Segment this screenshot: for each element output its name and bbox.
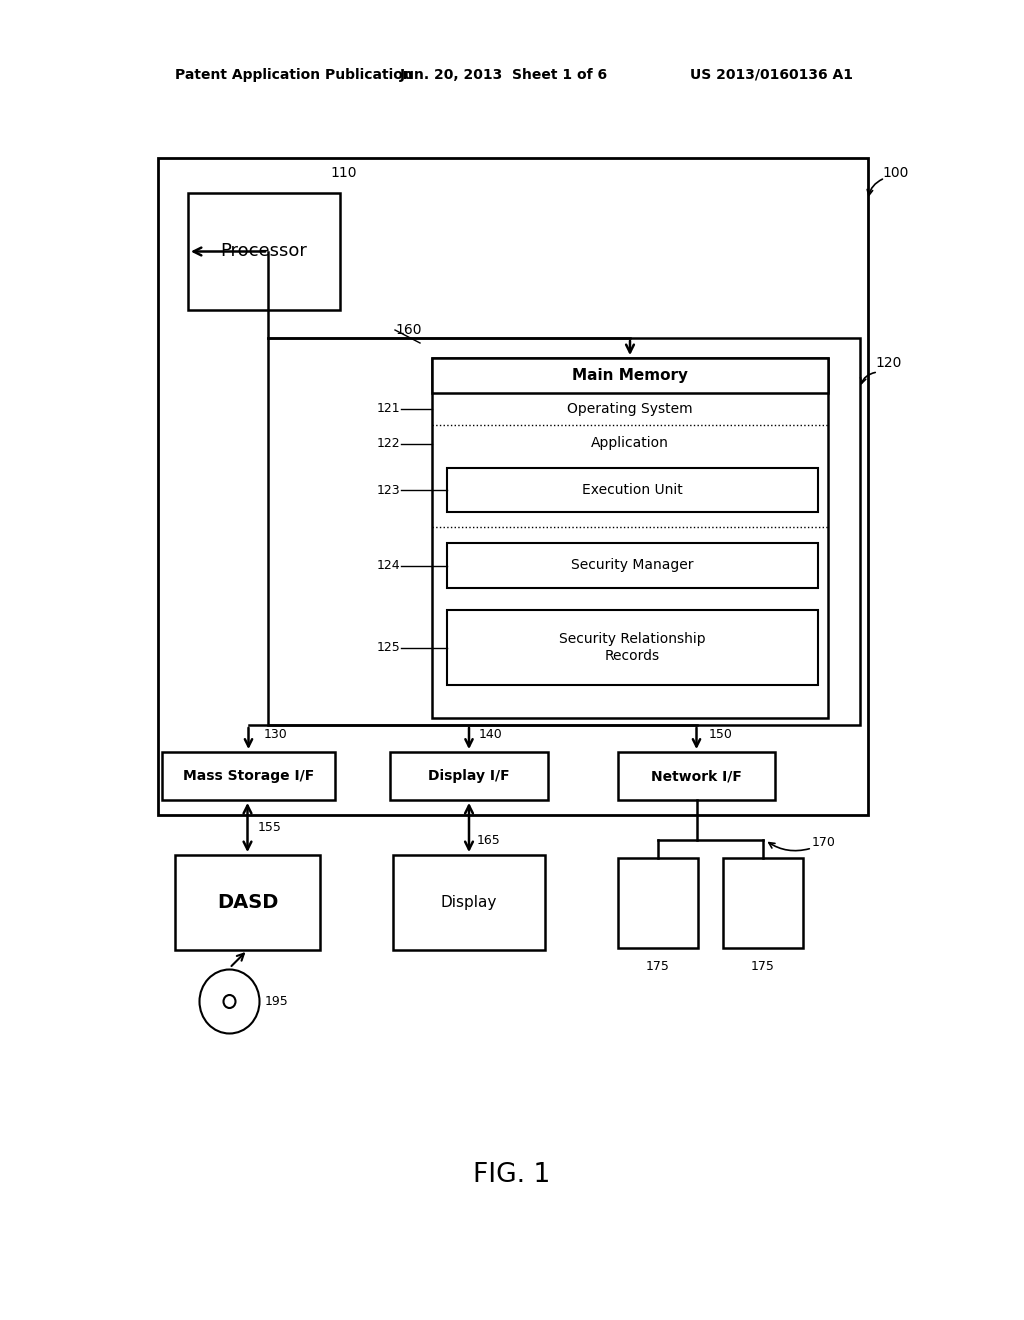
Bar	[390, 752, 548, 800]
Text: Display I/F: Display I/F	[428, 770, 510, 783]
Text: Processor: Processor	[220, 243, 307, 260]
Text: Mass Storage I/F: Mass Storage I/F	[183, 770, 314, 783]
Text: 125: 125	[376, 642, 400, 653]
Bar	[268, 338, 860, 725]
Text: Display: Display	[440, 895, 498, 909]
Text: Main Memory: Main Memory	[572, 368, 688, 383]
Text: Application: Application	[591, 437, 669, 450]
Text: 121: 121	[377, 403, 400, 416]
Text: 160: 160	[395, 323, 422, 337]
Text: FIG. 1: FIG. 1	[473, 1162, 551, 1188]
Bar	[447, 543, 818, 587]
Text: Security Manager: Security Manager	[571, 558, 693, 573]
Text: 124: 124	[377, 558, 400, 572]
Bar	[447, 469, 818, 512]
Text: 140: 140	[479, 727, 503, 741]
Text: 110: 110	[330, 166, 356, 180]
Text: 130: 130	[263, 727, 288, 741]
Bar	[393, 855, 545, 950]
Text: US 2013/0160136 A1: US 2013/0160136 A1	[690, 69, 853, 82]
Bar	[723, 858, 803, 948]
Text: 195: 195	[264, 995, 288, 1008]
Text: DASD: DASD	[217, 894, 279, 912]
Text: 175: 175	[751, 960, 775, 973]
Bar	[175, 855, 319, 950]
Bar	[447, 610, 818, 685]
Text: 175: 175	[646, 960, 670, 973]
Bar	[158, 158, 868, 814]
Text: Network I/F: Network I/F	[651, 770, 742, 783]
Text: 120: 120	[874, 356, 901, 370]
Bar	[432, 358, 828, 718]
Bar	[188, 193, 340, 310]
Text: 170: 170	[812, 837, 836, 850]
Text: 123: 123	[377, 483, 400, 496]
Text: 150: 150	[709, 727, 732, 741]
Text: 165: 165	[477, 833, 501, 846]
Text: Patent Application Publication: Patent Application Publication	[175, 69, 413, 82]
Bar	[618, 858, 698, 948]
Text: 155: 155	[257, 821, 282, 834]
Text: 100: 100	[882, 166, 908, 180]
Text: 122: 122	[377, 437, 400, 450]
Text: Operating System: Operating System	[567, 403, 693, 416]
Text: Execution Unit: Execution Unit	[582, 483, 683, 498]
Bar	[432, 358, 828, 393]
Bar	[618, 752, 775, 800]
Bar	[162, 752, 335, 800]
Text: Security Relationship
Records: Security Relationship Records	[559, 632, 706, 663]
Text: Jun. 20, 2013  Sheet 1 of 6: Jun. 20, 2013 Sheet 1 of 6	[400, 69, 608, 82]
